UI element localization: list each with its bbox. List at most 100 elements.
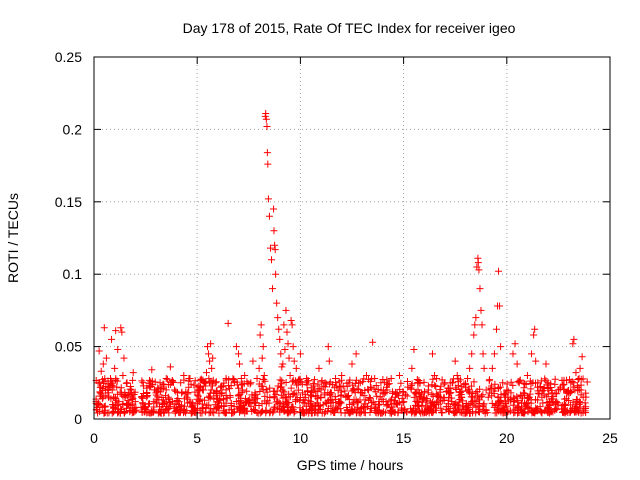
dense-point (494, 405, 502, 413)
dense-point (523, 399, 531, 407)
x-axis-label: GPS time / hours (297, 457, 404, 473)
dense-point (178, 389, 186, 397)
dense-point (479, 403, 487, 411)
dense-point (229, 409, 237, 417)
dense-point (146, 376, 153, 384)
dense-point (455, 406, 463, 414)
dense-point (278, 383, 286, 391)
data-point (515, 379, 523, 387)
dense-point (393, 390, 401, 398)
dense-point (303, 381, 311, 389)
dense-point (314, 388, 322, 396)
data-point (457, 393, 465, 401)
data-point (260, 372, 268, 380)
dense-point (280, 388, 288, 396)
dense-point (438, 408, 446, 416)
dense-point (138, 377, 146, 385)
dense-point (155, 396, 163, 404)
dense-point (291, 407, 299, 415)
dense-point (469, 390, 477, 398)
dense-point (226, 385, 234, 393)
dense-point (294, 386, 302, 394)
data-point (296, 350, 304, 358)
dense-point (491, 380, 499, 388)
data-point (567, 379, 575, 387)
data-point (492, 325, 500, 333)
data-point (531, 325, 539, 333)
dense-point (372, 382, 380, 390)
data-point (222, 374, 230, 382)
dense-point (290, 409, 298, 417)
dense-point (110, 404, 118, 412)
data-point (342, 393, 350, 401)
data-point (482, 386, 490, 394)
dense-point (368, 399, 376, 407)
data-point (278, 363, 286, 371)
dense-point (514, 397, 522, 405)
data-point (501, 393, 509, 401)
data-point (476, 285, 484, 293)
dense-point (220, 408, 228, 416)
dense-point (117, 384, 125, 392)
dense-point (581, 404, 589, 412)
data-point (214, 398, 222, 406)
dense-point (282, 400, 290, 408)
data-point (146, 383, 154, 391)
data-point (111, 364, 119, 372)
dense-point (349, 399, 357, 407)
dense-point (424, 405, 432, 413)
data-point (449, 401, 457, 409)
data-point (513, 360, 521, 368)
dense-point (165, 405, 173, 413)
data-point (129, 369, 137, 377)
data-point (445, 389, 453, 397)
dense-point (197, 375, 205, 383)
data-point (470, 331, 478, 339)
dense-point (431, 381, 439, 389)
dense-point (514, 406, 522, 414)
dense-point (293, 395, 301, 403)
dense-point (336, 383, 344, 391)
data-point (477, 306, 485, 314)
data-point (284, 340, 292, 348)
dense-point (220, 379, 228, 387)
data-point (466, 364, 474, 372)
data-point (236, 360, 244, 368)
dense-point (388, 408, 396, 416)
data-point (263, 123, 271, 131)
dense-point (526, 390, 534, 398)
dense-point (171, 409, 179, 417)
dense-point (320, 409, 328, 417)
data-points (92, 109, 587, 411)
dense-point (468, 393, 476, 401)
data-point (375, 398, 383, 406)
dense-point (501, 404, 509, 412)
dense-point (507, 378, 515, 386)
dense-point (475, 394, 483, 402)
data-point (104, 393, 112, 401)
dense-point (378, 409, 386, 417)
dense-point (465, 385, 473, 393)
dense-point (435, 400, 443, 408)
data-point (451, 357, 459, 365)
data-point (277, 350, 285, 358)
data-point (185, 374, 193, 382)
dense-point (212, 378, 220, 386)
data-point (95, 347, 103, 355)
data-point (283, 328, 291, 336)
dense-point (182, 409, 190, 417)
dense-point (113, 402, 121, 410)
dense-point (334, 386, 342, 394)
data-point (579, 393, 587, 401)
dense-point (403, 392, 411, 400)
dense-point (496, 399, 504, 407)
data-point (177, 379, 185, 387)
dense-point (541, 375, 549, 383)
dense-point (208, 408, 216, 416)
data-point (262, 115, 270, 123)
data-point (255, 364, 263, 372)
data-point (251, 389, 259, 397)
dense-point (233, 378, 241, 386)
dense-point (544, 390, 552, 398)
